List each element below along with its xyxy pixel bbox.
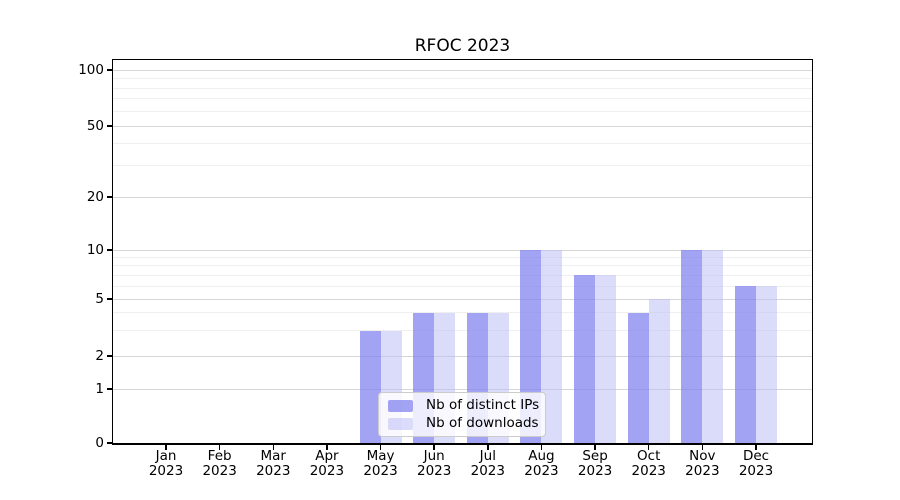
x-tick-label-dec: Dec 2023 — [738, 448, 774, 479]
bar-sep-distinct-ips — [574, 275, 596, 443]
y-tick-mark — [107, 388, 112, 390]
bar-dec-distinct-ips — [735, 286, 756, 443]
bar-sep-downloads — [595, 275, 617, 443]
x-tick-label-jan: Jan 2023 — [148, 448, 184, 479]
x-tick-label-jun: Jun 2023 — [416, 448, 452, 479]
gridline-minor — [113, 98, 812, 100]
gridline-major — [113, 249, 812, 251]
x-tick-label-apr: Apr 2023 — [309, 448, 345, 479]
x-tick-mark — [433, 445, 435, 450]
gridline-minor — [113, 78, 812, 79]
x-tick-mark — [701, 445, 704, 450]
y-tick-mark — [107, 249, 112, 251]
gridline-major — [113, 196, 812, 198]
gridline-minor — [113, 285, 812, 287]
y-tick-label-20: 20 — [86, 189, 104, 205]
y-tick-mark — [107, 69, 112, 71]
gridline-minor — [113, 265, 812, 267]
bar-dec-downloads — [756, 286, 777, 443]
bar-nov-distinct-ips — [681, 250, 703, 443]
x-tick-mark — [647, 445, 650, 450]
gridline-minor — [113, 312, 812, 314]
gridline-minor — [113, 165, 812, 167]
x-tick-label-mar: Mar 2023 — [256, 448, 291, 479]
legend-swatch-distinct-ips — [388, 399, 413, 412]
x-tick-mark — [379, 445, 382, 450]
x-tick-label-feb: Feb 2023 — [202, 448, 237, 479]
bar-aug-downloads — [541, 250, 563, 443]
y-tick-label-5: 5 — [95, 291, 104, 307]
x-tick-label-sep: Sep 2023 — [577, 448, 613, 479]
y-tick-label-2: 2 — [95, 348, 104, 364]
x-tick-mark — [272, 445, 275, 450]
x-tick-mark — [326, 445, 328, 450]
legend-label-downloads: Nb of downloads — [426, 415, 539, 431]
x-tick-mark — [755, 445, 757, 450]
gridline-minor — [113, 110, 812, 112]
chart-title: RFOC 2023 — [414, 36, 511, 56]
gridline-minor — [113, 330, 812, 332]
x-tick-label-aug: Aug 2023 — [524, 448, 559, 479]
gridline-minor — [113, 274, 812, 276]
x-tick-label-nov: Nov 2023 — [685, 448, 720, 479]
gridline-major — [113, 69, 812, 71]
gridline-major — [113, 125, 812, 127]
x-tick-mark — [540, 445, 543, 450]
gridline-minor — [113, 87, 812, 89]
y-tick-label-0: 0 — [95, 435, 104, 451]
y-tick-mark — [107, 125, 112, 127]
bar-oct-downloads — [648, 299, 670, 443]
y-tick-label-100: 100 — [78, 62, 104, 78]
plot-area — [112, 59, 813, 445]
y-tick-mark — [107, 442, 112, 444]
x-tick-mark — [165, 445, 167, 450]
y-tick-mark — [107, 355, 112, 357]
gridline-major — [113, 355, 812, 357]
gridline-major — [113, 298, 812, 300]
y-tick-mark — [107, 196, 112, 198]
y-tick-label-10: 10 — [86, 242, 104, 258]
y-tick-label-1: 1 — [95, 381, 104, 397]
gridline-major — [113, 388, 812, 390]
x-tick-mark — [218, 445, 221, 450]
x-tick-mark — [487, 445, 489, 450]
x-tick-label-oct: Oct 2023 — [631, 448, 666, 479]
y-tick-mark — [107, 298, 112, 300]
x-tick-label-may: May 2023 — [363, 448, 398, 479]
legend-label-distinct-ips: Nb of distinct IPs — [426, 397, 540, 413]
gridline-minor — [113, 256, 812, 258]
legend: Nb of distinct IPs Nb of downloads — [378, 392, 546, 437]
legend-item-downloads: Nb of downloads — [388, 415, 539, 431]
bar-oct-distinct-ips — [627, 312, 649, 443]
gridline-minor — [113, 142, 812, 144]
legend-item-distinct-ips: Nb of distinct IPs — [388, 397, 540, 413]
y-tick-label-50: 50 — [86, 118, 104, 134]
x-tick-label-jul: Jul 2023 — [470, 448, 505, 479]
x-tick-mark — [594, 445, 596, 450]
bar-nov-downloads — [702, 250, 724, 443]
bar-may-distinct-ips — [359, 330, 381, 443]
legend-swatch-downloads — [388, 417, 413, 430]
